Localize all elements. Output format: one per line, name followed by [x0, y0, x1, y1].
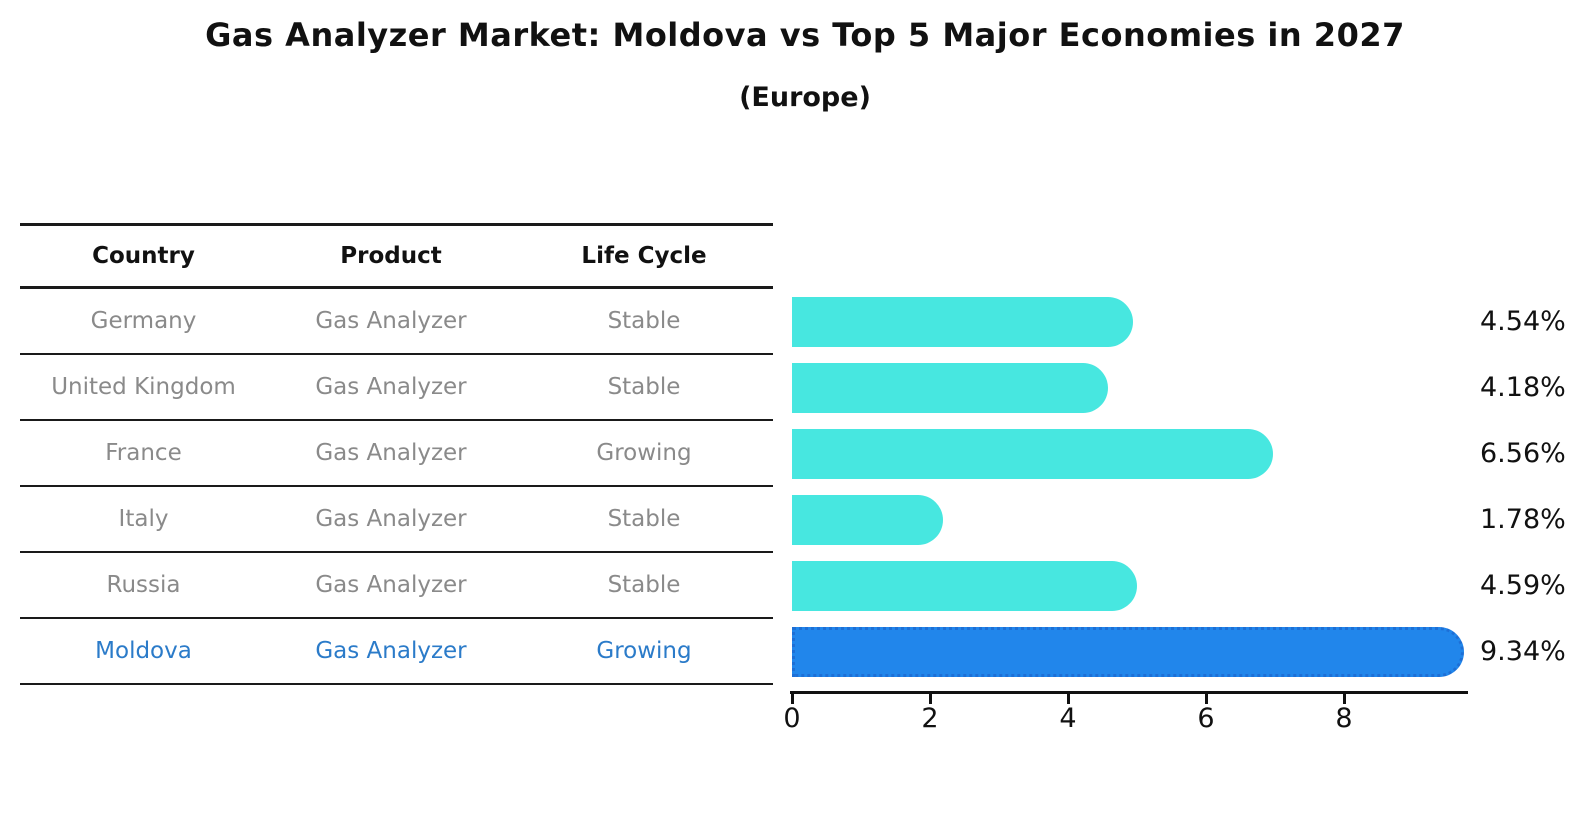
x-axis-line	[790, 691, 1468, 694]
table-row-germany: Germany Gas Analyzer Stable	[20, 289, 773, 355]
value-label-moldova: 9.34%	[1480, 636, 1566, 667]
table-row-italy: Italy Gas Analyzer Stable	[20, 487, 773, 553]
bar-russia	[792, 561, 1137, 611]
table-header-country: Country	[92, 243, 195, 269]
x-axis-tick-label: 4	[1059, 703, 1077, 734]
cell-product: Gas Analyzer	[315, 374, 467, 400]
x-axis-tick	[1205, 694, 1208, 704]
table-header-product: Product	[340, 243, 442, 269]
cell-country: Russia	[106, 572, 181, 598]
table-header-life-cycle: Life Cycle	[581, 243, 707, 269]
x-axis-tick-label: 2	[921, 703, 939, 734]
table-body: Germany Gas Analyzer Stable United Kingdom G…	[20, 289, 773, 685]
cell-country: United Kingdom	[51, 374, 236, 400]
table-row-moldova: Moldova Gas Analyzer Growing	[20, 619, 773, 685]
x-axis-tick-label: 0	[783, 703, 801, 734]
value-label-united-kingdom: 4.18%	[1480, 372, 1566, 403]
x-axis-tick-label: 8	[1335, 703, 1353, 734]
cell-country: France	[105, 440, 182, 466]
value-label-france: 6.56%	[1480, 438, 1566, 469]
bar-moldova	[792, 627, 1465, 677]
cell-life-cycle: Growing	[596, 440, 692, 466]
cell-product: Gas Analyzer	[315, 572, 467, 598]
cell-country: Moldova	[95, 638, 192, 664]
value-label-russia: 4.59%	[1480, 570, 1566, 601]
bar-germany	[792, 297, 1134, 347]
cell-life-cycle: Growing	[596, 638, 692, 664]
chart-title: Gas Analyzer Market: Moldova vs Top 5 Ma…	[205, 16, 1405, 54]
cell-life-cycle: Stable	[607, 308, 681, 334]
cell-product: Gas Analyzer	[315, 638, 467, 664]
bar-italy	[792, 495, 943, 545]
cell-product: Gas Analyzer	[315, 440, 467, 466]
x-axis-tick-label: 6	[1197, 703, 1215, 734]
table-row-united-kingdom: United Kingdom Gas Analyzer Stable	[20, 355, 773, 421]
cell-life-cycle: Stable	[607, 506, 681, 532]
cell-country: Germany	[90, 308, 197, 334]
x-axis-tick	[1067, 694, 1070, 704]
cell-product: Gas Analyzer	[315, 308, 467, 334]
bar-france	[792, 429, 1273, 479]
bar-united-kingdom	[792, 363, 1109, 413]
country-table: Country Product Life Cycle Germany Gas An…	[20, 223, 773, 685]
x-axis-tick	[929, 694, 932, 704]
cell-country: Italy	[118, 506, 169, 532]
table-header-row: Country Product Life Cycle	[20, 223, 773, 289]
cell-life-cycle: Stable	[607, 572, 681, 598]
cell-product: Gas Analyzer	[315, 506, 467, 532]
x-axis-tick	[1343, 694, 1346, 704]
value-label-germany: 4.54%	[1480, 306, 1566, 337]
chart-subtitle: (Europe)	[739, 82, 871, 113]
table-row-france: France Gas Analyzer Growing	[20, 421, 773, 487]
value-label-italy: 1.78%	[1480, 504, 1566, 535]
x-axis-tick	[791, 694, 794, 704]
table-row-russia: Russia Gas Analyzer Stable	[20, 553, 773, 619]
cell-life-cycle: Stable	[607, 374, 681, 400]
